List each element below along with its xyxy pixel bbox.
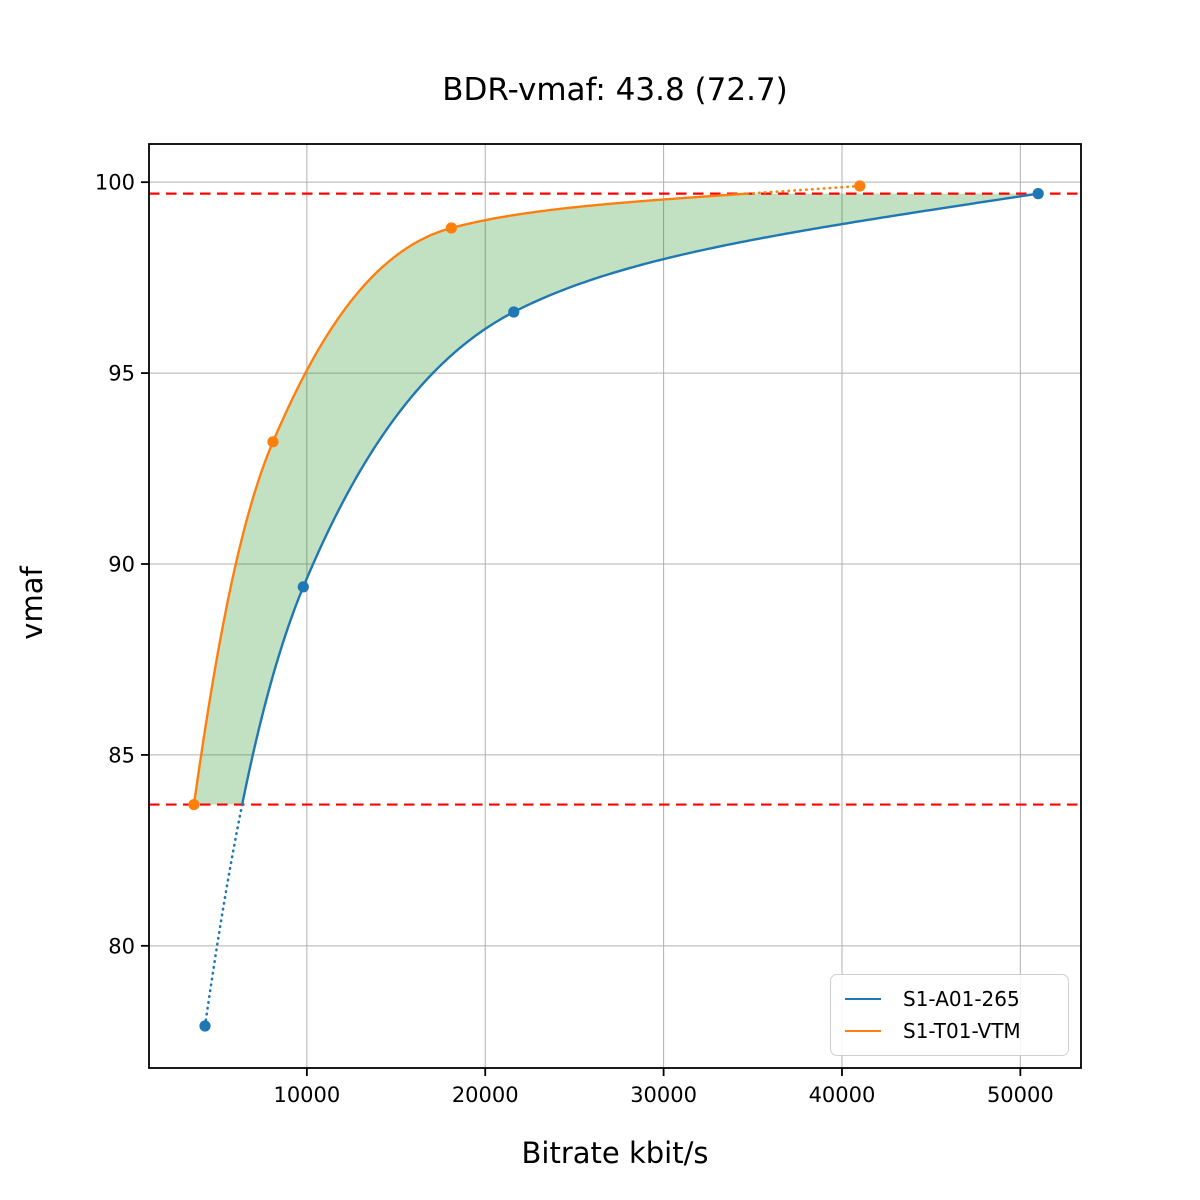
data-point-marker [445, 222, 457, 234]
data-point-marker [188, 798, 200, 811]
data-point-marker [199, 1020, 211, 1032]
y-tick-label: 100 [95, 171, 135, 195]
data-point-marker [267, 436, 279, 448]
legend-label: S1-T01-VTM [903, 1019, 1021, 1043]
data-point-marker [854, 180, 866, 192]
y-tick-label: 80 [108, 934, 135, 958]
bd-shaded-area [193, 193, 1039, 805]
x-tick-label: 30000 [630, 1083, 697, 1107]
rd-curve-solid [241, 192, 1039, 805]
x-tick-label: 50000 [987, 1083, 1054, 1107]
legend-line-swatch-blue [845, 998, 881, 1000]
legend-entry: S1-T01-VTM [845, 1021, 1058, 1041]
x-axis-label: Bitrate kbit/s [521, 1136, 709, 1170]
x-tick-label: 40000 [809, 1083, 876, 1107]
data-point-marker [1032, 188, 1044, 200]
data-point-marker [508, 306, 520, 318]
legend-label: S1-A01-265 [903, 987, 1020, 1011]
rd-curve-dotted [745, 184, 862, 195]
y-tick-label: 85 [108, 743, 135, 767]
legend-entry: S1-A01-265 [845, 989, 1058, 1009]
x-tick-label: 20000 [452, 1083, 519, 1107]
y-tick-label: 95 [108, 362, 135, 386]
legend: S1-A01-265 S1-T01-VTM [830, 974, 1069, 1056]
legend-line-swatch-orange [845, 1030, 881, 1032]
chart-title: BDR-vmaf: 43.8 (72.7) [442, 72, 788, 108]
rd-curve-dotted [203, 803, 244, 1028]
axes-frame [148, 143, 1082, 1069]
rd-curve-solid [192, 192, 748, 805]
y-tick-label: 90 [108, 553, 135, 577]
x-tick-label: 10000 [273, 1083, 340, 1107]
data-point-marker [297, 581, 309, 593]
